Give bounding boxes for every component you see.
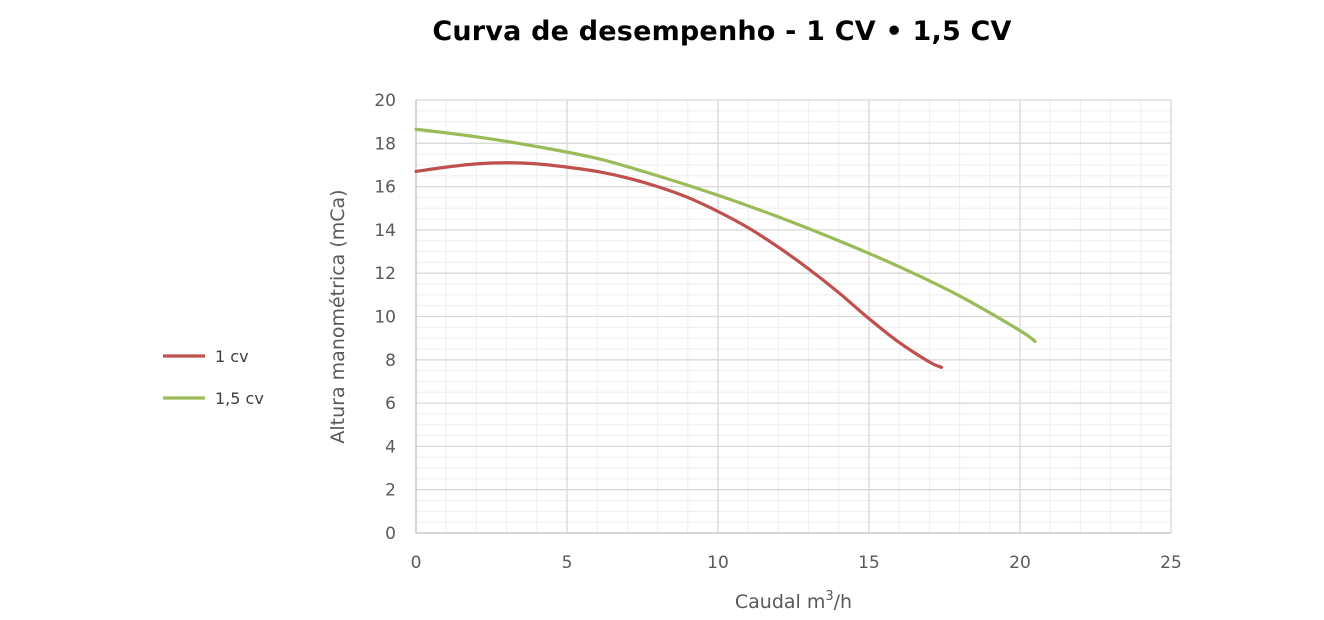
chart-title: Curva de desempenho - 1 CV • 1,5 CV — [432, 16, 1012, 47]
y-tick-label: 18 — [374, 134, 396, 154]
y-tick-label: 4 — [385, 437, 396, 457]
y-tick-label: 20 — [374, 91, 396, 111]
x-tick-label: 5 — [562, 553, 573, 573]
legend-label-2: 1,5 cv — [215, 389, 264, 408]
legend: 1 cv 1,5 cv — [163, 347, 264, 408]
y-tick-label: 0 — [385, 524, 396, 544]
series-lines — [414, 127, 1037, 369]
y-tick-label: 6 — [385, 394, 396, 414]
x-axis-label: Caudal m3/h — [735, 589, 852, 613]
series-line-2 — [414, 127, 1037, 343]
x-tick-label: 0 — [411, 553, 422, 573]
legend-label-1: 1 cv — [215, 347, 249, 366]
x-tick-label: 20 — [1009, 553, 1031, 573]
grid — [416, 99, 1172, 533]
axes: 0 5 10 15 20 25 0 2 4 6 8 10 12 14 16 18 20 Caudal m3/h Al… — [327, 91, 1182, 613]
x-tick-label: 25 — [1160, 553, 1182, 573]
y-axis-label: Altura manométrica (mCa) — [327, 189, 349, 443]
y-tick-label: 2 — [385, 481, 396, 501]
y-tick-label: 8 — [385, 351, 396, 371]
y-tick-label: 12 — [374, 264, 396, 284]
y-tick-label: 14 — [374, 221, 396, 241]
x-tick-label: 10 — [707, 553, 729, 573]
y-tick-label: 10 — [374, 308, 396, 328]
y-tick-label: 16 — [374, 178, 396, 198]
series-line-1 — [414, 161, 944, 369]
x-tick-label: 15 — [858, 553, 880, 573]
